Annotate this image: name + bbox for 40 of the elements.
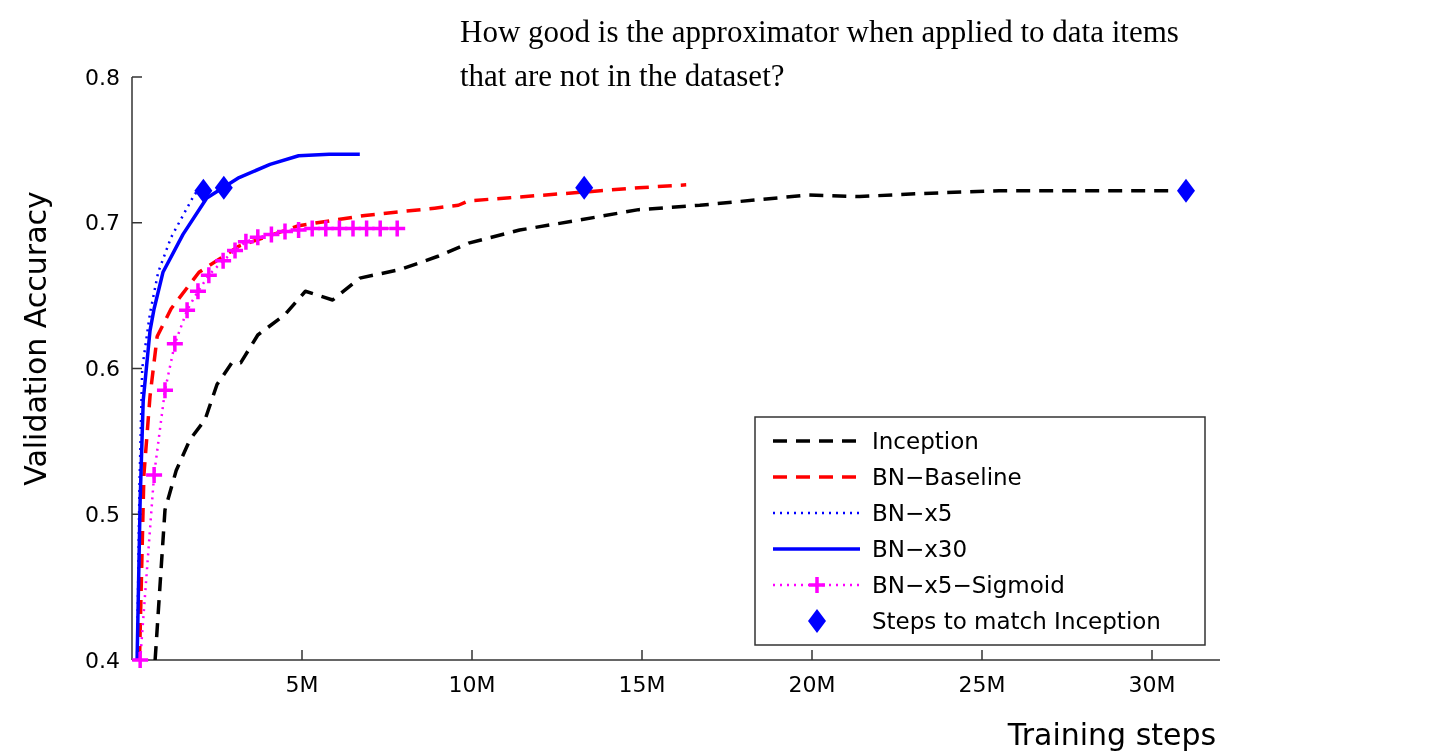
y-tick-label: 0.7 — [85, 210, 120, 236]
point — [214, 175, 233, 200]
chart-title: How good is the approximator when applied to data items that are not in the dataset? — [460, 14, 1179, 93]
legend-label: Inception — [872, 428, 979, 455]
point — [194, 178, 213, 203]
x-tick-label: 10M — [448, 672, 496, 697]
point — [261, 224, 282, 245]
point — [130, 650, 150, 670]
legend-label: BN−Baseline — [872, 464, 1022, 491]
point — [199, 265, 219, 285]
point — [275, 221, 295, 242]
y-tick-label: 0.8 — [85, 64, 120, 90]
legend-label: BN−x30 — [872, 536, 968, 563]
point — [188, 281, 208, 301]
y-tick-label: 0.5 — [85, 501, 120, 527]
y-tick-label: 0.4 — [85, 647, 120, 673]
point — [177, 300, 197, 320]
x-axis-title: Training steps — [1006, 717, 1217, 752]
point — [155, 380, 175, 401]
point — [213, 250, 233, 271]
point — [370, 218, 390, 239]
point — [144, 465, 164, 485]
x-tick-label: 25M — [958, 672, 1006, 697]
x-tick-label: 30M — [1128, 672, 1176, 697]
legend-label: BN−x5−Sigmoid — [872, 572, 1065, 599]
legend-label: BN−x5 — [872, 500, 953, 527]
legend-label: Steps to match Inception — [872, 608, 1161, 635]
point — [575, 175, 594, 200]
point — [387, 218, 407, 239]
y-tick-label: 0.6 — [85, 356, 120, 382]
point — [236, 231, 256, 252]
x-tick-label: 20M — [788, 672, 836, 697]
point — [165, 333, 185, 354]
x-tick-label: 5M — [285, 672, 319, 697]
point — [225, 240, 245, 261]
x-tick-label: 15M — [618, 672, 666, 697]
y-axis-title: Validation Accuracy — [18, 191, 53, 486]
point — [1177, 178, 1195, 203]
point — [288, 220, 309, 240]
point — [248, 227, 268, 248]
